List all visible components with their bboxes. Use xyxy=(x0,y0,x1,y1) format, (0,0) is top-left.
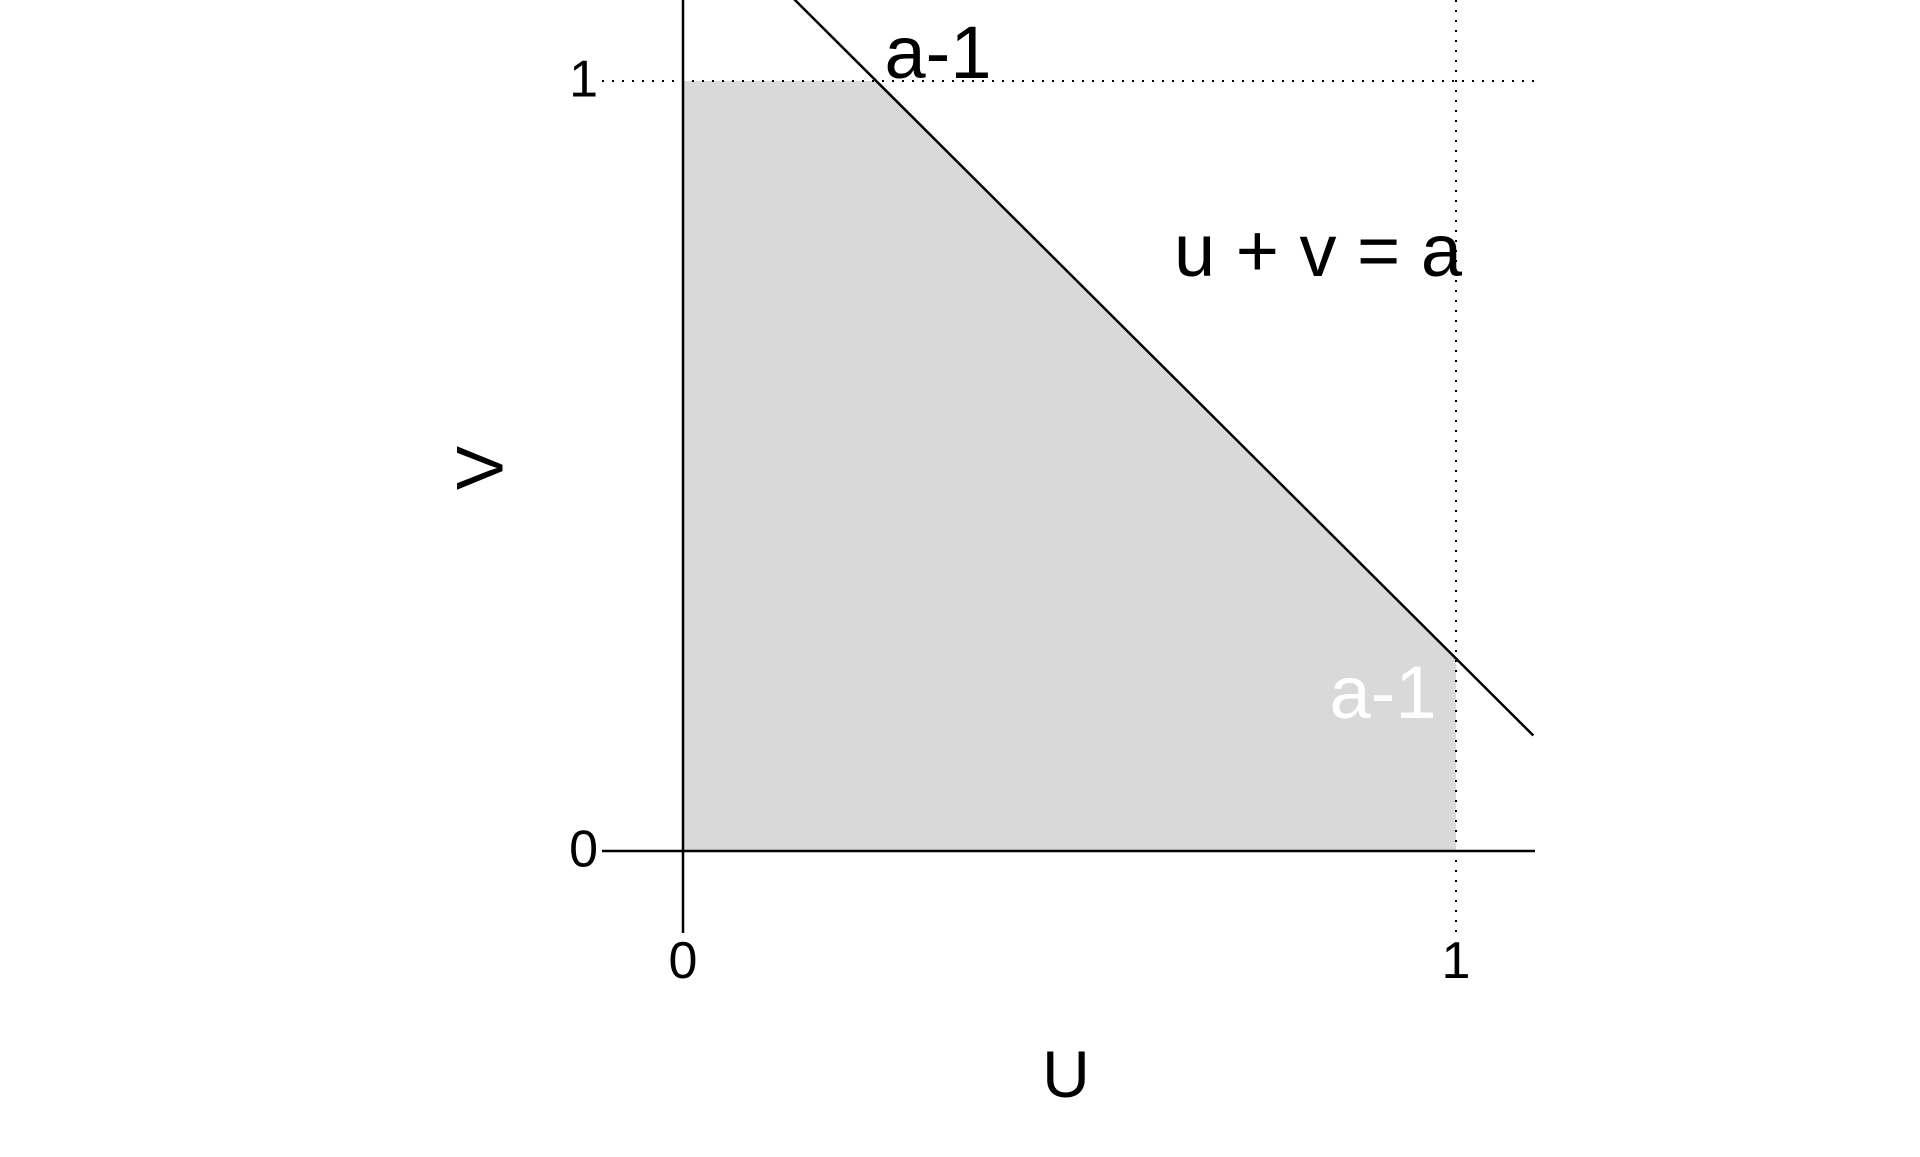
line-equation-label: u + v = a xyxy=(1174,209,1463,292)
line-u-plus-v-equals-a xyxy=(793,0,1535,737)
tick-label-u-1: 1 xyxy=(1442,932,1471,990)
right-intercept-label: a-1 xyxy=(1330,651,1437,734)
v-axis-title: V xyxy=(442,446,516,490)
u-axis-title: U xyxy=(1042,1037,1090,1111)
shaded-region xyxy=(683,81,1456,851)
top-intercept-label: a-1 xyxy=(885,11,992,94)
tick-label-u-0: 0 xyxy=(669,932,698,990)
tick-label-v-1: 1 xyxy=(569,51,598,109)
tick-label-v-0: 0 xyxy=(569,821,598,879)
